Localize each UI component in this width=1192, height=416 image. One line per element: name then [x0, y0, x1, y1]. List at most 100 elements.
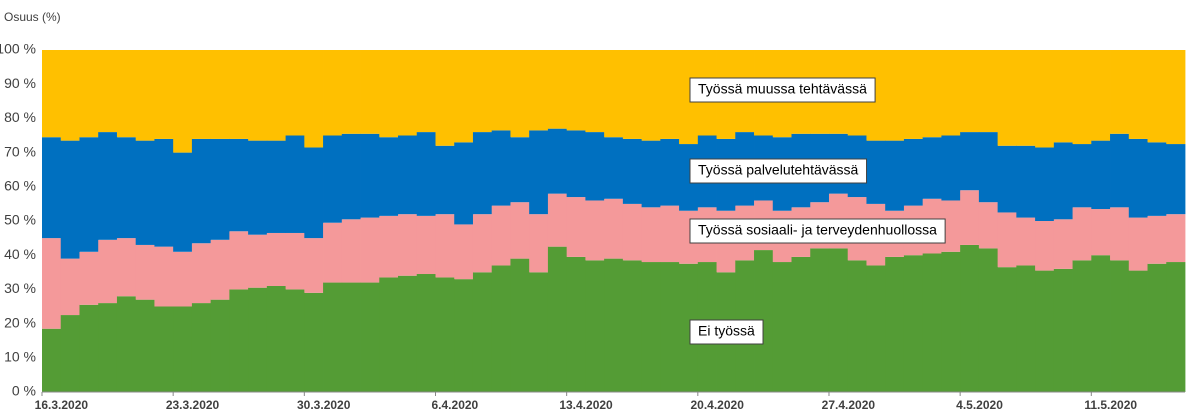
bar-segment	[1128, 270, 1148, 392]
bar-segment	[510, 50, 530, 138]
bar-segment	[1147, 142, 1167, 216]
bar-segment	[903, 50, 924, 139]
bar-segment	[210, 50, 230, 139]
bar-segment	[285, 50, 305, 136]
series-label-text: Työssä muussa tehtävässä	[698, 81, 867, 97]
bar-segment	[641, 207, 661, 263]
bar-segment	[1166, 144, 1186, 215]
bar-segment	[229, 231, 249, 290]
bar-segment	[248, 140, 268, 235]
bar-segment	[191, 303, 212, 392]
bar-segment	[566, 256, 586, 392]
bar-segment	[42, 238, 62, 329]
x-tick-label: 27.4.2020	[822, 398, 876, 412]
y-tick-label: 0 %	[12, 383, 36, 399]
bar-segment	[229, 50, 249, 139]
y-tick-label: 50 %	[4, 212, 36, 228]
bar-segment	[416, 215, 436, 275]
bar-segment	[1147, 215, 1167, 264]
bar-segment	[398, 275, 418, 392]
bar-segment	[98, 303, 118, 392]
bar-segment	[79, 50, 99, 138]
bar-segment	[1091, 255, 1111, 392]
bar-segment	[398, 214, 418, 276]
bar-segment	[360, 282, 380, 392]
bar-segment	[341, 219, 361, 283]
bar-segment	[1110, 260, 1130, 392]
bar-segment	[941, 135, 961, 201]
series-label: Ei työssä	[689, 319, 764, 345]
bar-segment	[135, 50, 155, 141]
bar-segment	[903, 138, 924, 206]
bar-segment	[1053, 219, 1073, 269]
bar-segment	[1072, 50, 1092, 145]
bar-segment	[547, 128, 568, 194]
bar-segment	[1016, 145, 1036, 218]
bar-segment	[323, 222, 343, 283]
bar-segment	[922, 50, 942, 138]
bar-segment	[1091, 209, 1111, 256]
bar-segment	[491, 130, 511, 206]
bar-segment	[248, 234, 268, 288]
bar-segment	[435, 145, 455, 215]
bar-segment	[510, 258, 530, 392]
bar-segment	[472, 132, 493, 215]
bar-segment	[116, 137, 137, 239]
bar-segment	[79, 304, 99, 392]
bar-segment	[341, 50, 361, 134]
bar-segment	[60, 140, 80, 259]
bar-segment	[98, 50, 118, 133]
bar-segment	[529, 130, 549, 215]
bar-segment	[566, 50, 586, 131]
bar-segment	[604, 198, 624, 259]
bar-segment	[341, 133, 361, 220]
bar-segment	[379, 50, 399, 138]
bar-segment	[304, 292, 324, 392]
x-tick-label: 13.4.2020	[559, 398, 613, 412]
y-tick-label: 40 %	[4, 246, 36, 262]
bar-segment	[585, 260, 605, 392]
bar-segment	[1035, 270, 1055, 392]
bar-segment	[360, 133, 380, 218]
bar-segment	[191, 243, 212, 304]
bar-segment	[42, 328, 62, 392]
bar-segment	[266, 285, 286, 392]
bar-segment	[978, 248, 999, 392]
bar-segment	[379, 277, 399, 392]
bar-segment	[173, 50, 193, 153]
bar-segment	[885, 140, 905, 211]
bar-segment	[285, 135, 305, 233]
bar-segment	[229, 138, 249, 232]
bar-segment	[1016, 217, 1036, 266]
bar-segment	[679, 263, 699, 392]
bar-segment	[266, 232, 286, 286]
y-tick-label: 70 %	[4, 143, 36, 159]
bar-segment	[997, 212, 1017, 268]
bar-segment	[641, 50, 661, 141]
bar-segment	[79, 137, 99, 252]
bar-segment	[454, 279, 474, 392]
bar-segment	[978, 202, 999, 249]
bar-segment	[472, 214, 493, 273]
bar-segment	[60, 258, 80, 316]
bar-segment	[529, 214, 549, 273]
bar-segment	[135, 140, 155, 245]
bar-segment	[529, 272, 549, 392]
bar-segment	[604, 50, 624, 138]
y-tick-label: 100 %	[0, 41, 36, 57]
bar-segment	[472, 50, 493, 133]
bar-segment	[135, 244, 155, 300]
bar-segment	[660, 138, 680, 206]
bar-segment	[116, 296, 137, 392]
bar-segment	[1072, 207, 1092, 261]
bar-segment	[1110, 50, 1130, 134]
bar-segment	[922, 137, 942, 199]
bar-segment	[641, 262, 661, 392]
bar-segment	[866, 140, 886, 204]
bar-segment	[960, 50, 980, 133]
bar-segment	[416, 132, 436, 216]
bar-segment	[60, 50, 80, 141]
bar-segment	[978, 132, 999, 203]
bar-segment	[154, 138, 174, 247]
bar-segment	[547, 50, 568, 129]
